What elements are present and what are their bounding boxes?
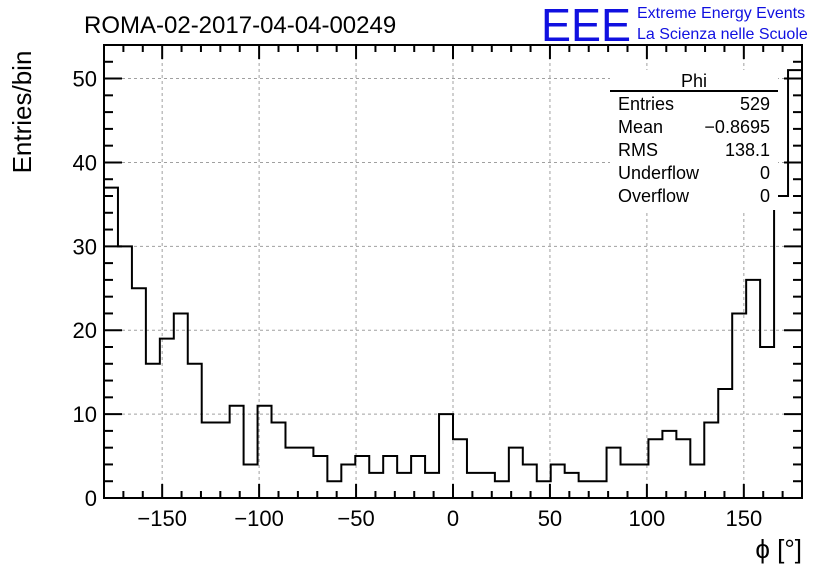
- histogram-bar: [411, 456, 425, 498]
- x-tick-label: 150: [725, 506, 762, 531]
- histogram-bar: [355, 456, 369, 498]
- histogram-bar: [676, 439, 690, 498]
- histogram-bar: [425, 473, 439, 498]
- histogram-bar: [718, 389, 732, 498]
- y-tick-label: 0: [85, 486, 97, 511]
- histogram-bar: [732, 313, 746, 498]
- histogram-bar: [565, 473, 579, 498]
- eee-logo: EEE Extreme Energy Events La Scienza nel…: [541, 0, 808, 51]
- x-tick-label: 100: [629, 506, 666, 531]
- histogram-bar: [453, 439, 467, 498]
- histogram-bar: [551, 464, 565, 498]
- stats-label: Mean: [618, 117, 663, 137]
- histogram-bar: [690, 464, 704, 498]
- stats-title: Phi: [681, 71, 707, 91]
- histogram-outline: [103, 69, 803, 498]
- histogram-bar: [495, 481, 509, 498]
- y-tick-label: 20: [73, 318, 97, 343]
- stats-value: 0: [760, 163, 770, 183]
- histogram-bar: [746, 280, 760, 498]
- histogram-bar: [648, 439, 662, 498]
- histogram-bar: [272, 423, 286, 499]
- y-tick-label: 50: [73, 67, 97, 92]
- stats-rows: Entries 529 Mean −0.8695 RMS 138.1 Underflow 0 O…: [618, 94, 770, 206]
- histogram-bar: [579, 481, 593, 498]
- x-tick-label: −50: [337, 506, 374, 531]
- histogram-bar: [230, 406, 244, 498]
- stats-label: RMS: [618, 140, 658, 160]
- histogram-bar: [593, 481, 607, 498]
- histogram-bar: [118, 246, 132, 498]
- histogram-bar: [788, 70, 802, 498]
- histogram-bar: [285, 448, 299, 498]
- chart-title: ROMA-02-2017-04-04-00249: [84, 12, 396, 39]
- histogram-bar: [662, 431, 676, 498]
- histogram-bar: [327, 481, 341, 498]
- x-tick-label: 0: [447, 506, 459, 531]
- histogram-bar: [704, 423, 718, 499]
- histogram-bar: [174, 313, 188, 498]
- stats-label: Underflow: [618, 163, 700, 183]
- histogram-bar: [341, 464, 355, 498]
- x-axis-ticks: −150 −100 −50 0 50 100 150: [122, 45, 784, 531]
- histogram-bar: [509, 448, 523, 498]
- histogram-bar: [760, 347, 774, 498]
- histogram-bar: [607, 448, 621, 498]
- stats-label: Overflow: [618, 186, 690, 206]
- stats-value: 0: [760, 186, 770, 206]
- histogram-bar: [397, 473, 411, 498]
- stats-value: −0.8695: [704, 117, 770, 137]
- x-tick-label: −100: [234, 506, 284, 531]
- histogram-bar: [160, 339, 174, 498]
- x-axis-label: ϕ [°]: [755, 534, 802, 564]
- histogram-bar: [132, 288, 146, 498]
- histogram-bar: [104, 188, 118, 498]
- stats-value: 529: [740, 94, 770, 114]
- y-axis-ticks: 0 10 20 30 40 50: [73, 60, 802, 511]
- histogram-bar: [774, 196, 788, 498]
- stats-box: Phi Entries 529 Mean −0.8695 RMS 138.1 Underfl…: [610, 70, 778, 210]
- histogram-bar: [244, 464, 258, 498]
- histogram-bar: [537, 481, 551, 498]
- histogram-bar: [439, 414, 453, 498]
- logo-line-1: Extreme Energy Events: [637, 5, 805, 22]
- histogram-bar: [467, 473, 481, 498]
- histogram-bar: [313, 456, 327, 498]
- histogram-bar: [146, 364, 160, 498]
- eee-logo-mark: EEE: [541, 0, 631, 51]
- histogram-bar: [188, 364, 202, 498]
- y-tick-label: 30: [73, 234, 97, 259]
- histogram-bar: [299, 448, 313, 498]
- x-tick-label: 50: [538, 506, 562, 531]
- y-tick-label: 10: [73, 402, 97, 427]
- x-tick-label: −150: [137, 506, 187, 531]
- stats-value: 138.1: [725, 140, 770, 160]
- stats-box-background: [610, 70, 778, 210]
- y-tick-label: 40: [73, 150, 97, 175]
- histogram-bar: [202, 423, 216, 499]
- logo-line-2: La Scienza nelle Scuole: [637, 26, 808, 43]
- histogram-bar: [481, 473, 495, 498]
- y-axis-label: Entries/bin: [7, 51, 37, 174]
- stats-label: Entries: [618, 94, 674, 114]
- histogram-bar: [216, 423, 230, 499]
